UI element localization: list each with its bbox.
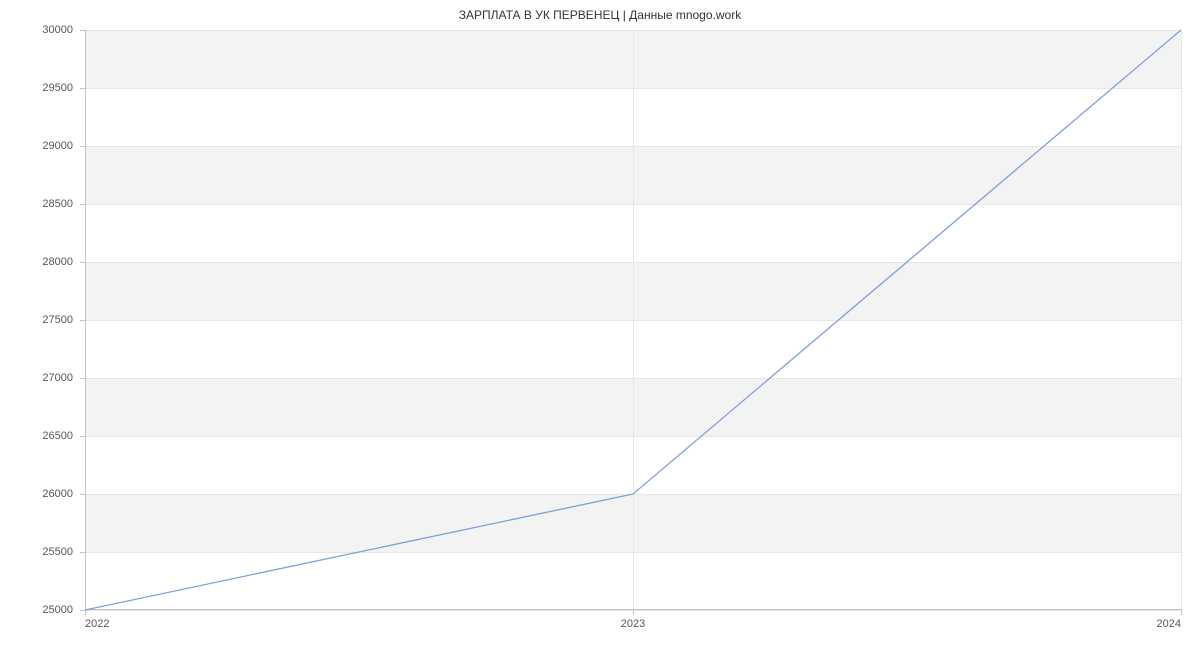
chart-title: ЗАРПЛАТА В УК ПЕРВЕНЕЦ | Данные mnogo.wo… xyxy=(0,8,1200,22)
y-tick-label: 27000 xyxy=(0,372,73,384)
x-tick-mark xyxy=(85,610,86,615)
x-tick-label: 2024 xyxy=(1157,618,1181,630)
y-tick-mark xyxy=(80,378,85,379)
y-tick-label: 26000 xyxy=(0,488,73,500)
y-tick-label: 25000 xyxy=(0,604,73,616)
y-tick-label: 25500 xyxy=(0,546,73,558)
y-tick-label: 28000 xyxy=(0,256,73,268)
x-gridline xyxy=(1181,30,1182,610)
x-tick-mark xyxy=(633,610,634,615)
plot-area xyxy=(85,30,1181,610)
y-tick-label: 29500 xyxy=(0,82,73,94)
y-tick-mark xyxy=(80,204,85,205)
y-tick-label: 28500 xyxy=(0,198,73,210)
y-tick-mark xyxy=(80,320,85,321)
y-tick-label: 30000 xyxy=(0,24,73,36)
y-tick-label: 27500 xyxy=(0,314,73,326)
y-tick-mark xyxy=(80,30,85,31)
data-line xyxy=(85,30,1181,610)
y-tick-mark xyxy=(80,494,85,495)
chart-container: ЗАРПЛАТА В УК ПЕРВЕНЕЦ | Данные mnogo.wo… xyxy=(0,0,1200,650)
x-tick-mark xyxy=(1181,610,1182,615)
y-tick-label: 29000 xyxy=(0,140,73,152)
y-tick-mark xyxy=(80,88,85,89)
y-tick-mark xyxy=(80,146,85,147)
y-tick-mark xyxy=(80,552,85,553)
x-tick-label: 2022 xyxy=(85,618,109,630)
y-tick-label: 26500 xyxy=(0,430,73,442)
y-tick-mark xyxy=(80,262,85,263)
x-tick-label: 2023 xyxy=(621,618,645,630)
line-layer xyxy=(85,30,1181,610)
y-tick-mark xyxy=(80,436,85,437)
